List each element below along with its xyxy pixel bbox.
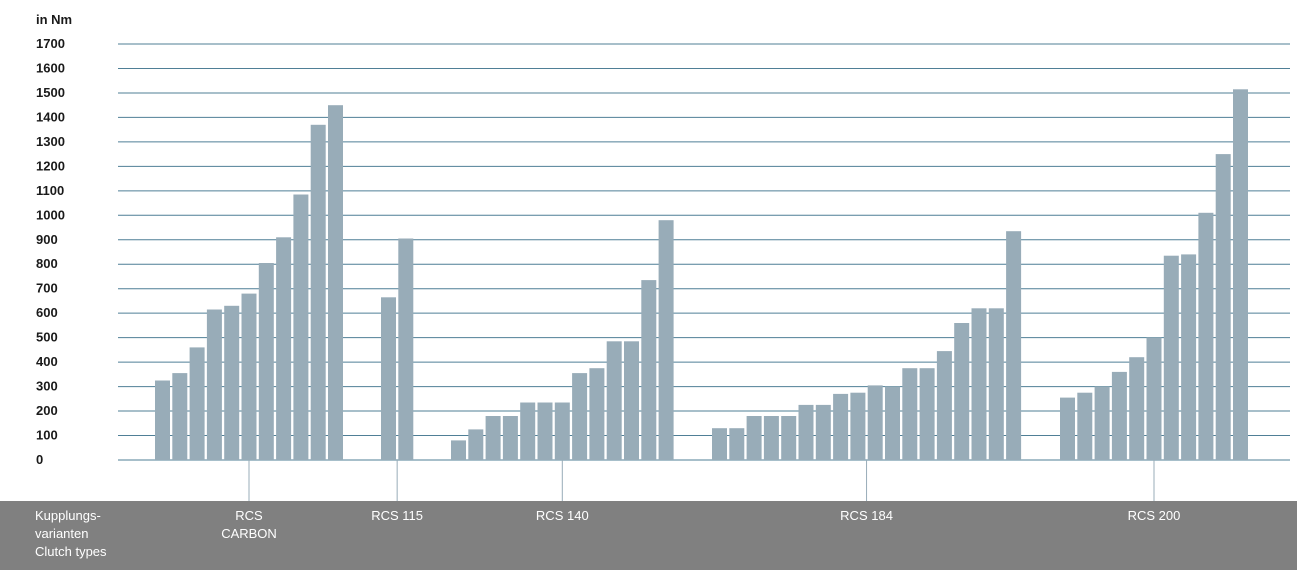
bar (1077, 392, 1093, 460)
bar (1129, 357, 1145, 460)
bar (971, 308, 987, 460)
y-tick-label: 1700 (36, 36, 65, 51)
bar (641, 280, 657, 460)
bar (485, 416, 501, 460)
bar (781, 416, 797, 460)
group-tick-lines (248, 460, 1155, 501)
bar (451, 440, 466, 460)
bar (954, 323, 970, 460)
category-label: RCS 184 (840, 508, 893, 523)
y-tick-label: 1600 (36, 60, 65, 75)
category-label: RCS 140 (535, 508, 589, 523)
y-tick-label: 1400 (36, 109, 65, 124)
bar (537, 402, 553, 460)
category-label: RCS 200 (1127, 508, 1181, 523)
bar (712, 428, 727, 460)
bar (902, 368, 918, 460)
bar (919, 368, 935, 460)
bar (798, 404, 814, 460)
bar (815, 404, 831, 460)
y-tick-label: 400 (36, 354, 58, 369)
y-tick-label: 1000 (36, 207, 65, 222)
y-axis-unit-label: in Nm (36, 12, 72, 27)
bar (468, 429, 484, 460)
y-tick-label: 100 (36, 428, 58, 443)
y-tick-label: 500 (36, 330, 58, 345)
bar (1111, 371, 1127, 460)
bar (381, 297, 396, 460)
y-tick-label: 1500 (36, 85, 65, 100)
bar (310, 124, 326, 461)
bar (1094, 386, 1110, 460)
bar (1215, 154, 1231, 460)
bar (1006, 231, 1022, 460)
y-tick-label: 200 (36, 403, 58, 418)
y-tick-label: 800 (36, 256, 58, 271)
y-axis-tick-labels: 0 100 200 300 400 500 600 700 800 900 1000 1100 1200… (36, 36, 65, 467)
bar (520, 402, 536, 460)
bar (867, 385, 883, 460)
bar (589, 368, 605, 460)
y-tick-label: 300 (36, 379, 58, 394)
category-label: RCS 115 (371, 508, 424, 523)
y-tick-label: 900 (36, 232, 58, 247)
torque-bar-chart: 0 100 200 300 400 500 600 700 800 900 1000 1100 1200… (36, 12, 1290, 501)
bar (1060, 397, 1075, 460)
bar (206, 309, 222, 460)
bar (155, 380, 170, 460)
y-tick-label: 1100 (36, 183, 64, 198)
y-tick-label: 1300 (36, 134, 65, 149)
bar (885, 386, 900, 460)
bar (328, 105, 343, 460)
y-tick-label: 1200 (36, 158, 65, 173)
y-tick-label: 0 (36, 452, 43, 467)
bar (398, 238, 414, 460)
bar (1146, 337, 1162, 460)
bar (189, 347, 205, 460)
bar (293, 194, 309, 460)
bar (241, 293, 257, 460)
y-tick-label: 700 (36, 281, 58, 296)
bar (763, 416, 779, 460)
bar (850, 392, 866, 460)
bar (1198, 212, 1214, 460)
bar (729, 428, 745, 460)
bar (258, 263, 274, 460)
bar (502, 416, 518, 460)
bar (606, 341, 622, 460)
y-tick-label: 600 (36, 305, 58, 320)
bar (746, 416, 762, 460)
clutch-types-band: Kupplungs- varianten Clutch types RCS CA… (0, 501, 1297, 570)
bar (624, 341, 639, 460)
bars (155, 89, 1248, 461)
bar (554, 402, 570, 460)
x-axis-label: Kupplungs- varianten Clutch types (35, 508, 107, 559)
bar (224, 305, 240, 460)
bar (276, 237, 292, 460)
bar (658, 220, 674, 460)
bar (172, 373, 188, 460)
category-label: RCS CARBON (221, 508, 277, 541)
bar (988, 308, 1004, 460)
bar (936, 351, 952, 460)
bar (572, 373, 588, 460)
bar (1163, 255, 1179, 460)
bar (1181, 254, 1197, 460)
bar (833, 393, 849, 460)
bar (1233, 89, 1248, 461)
